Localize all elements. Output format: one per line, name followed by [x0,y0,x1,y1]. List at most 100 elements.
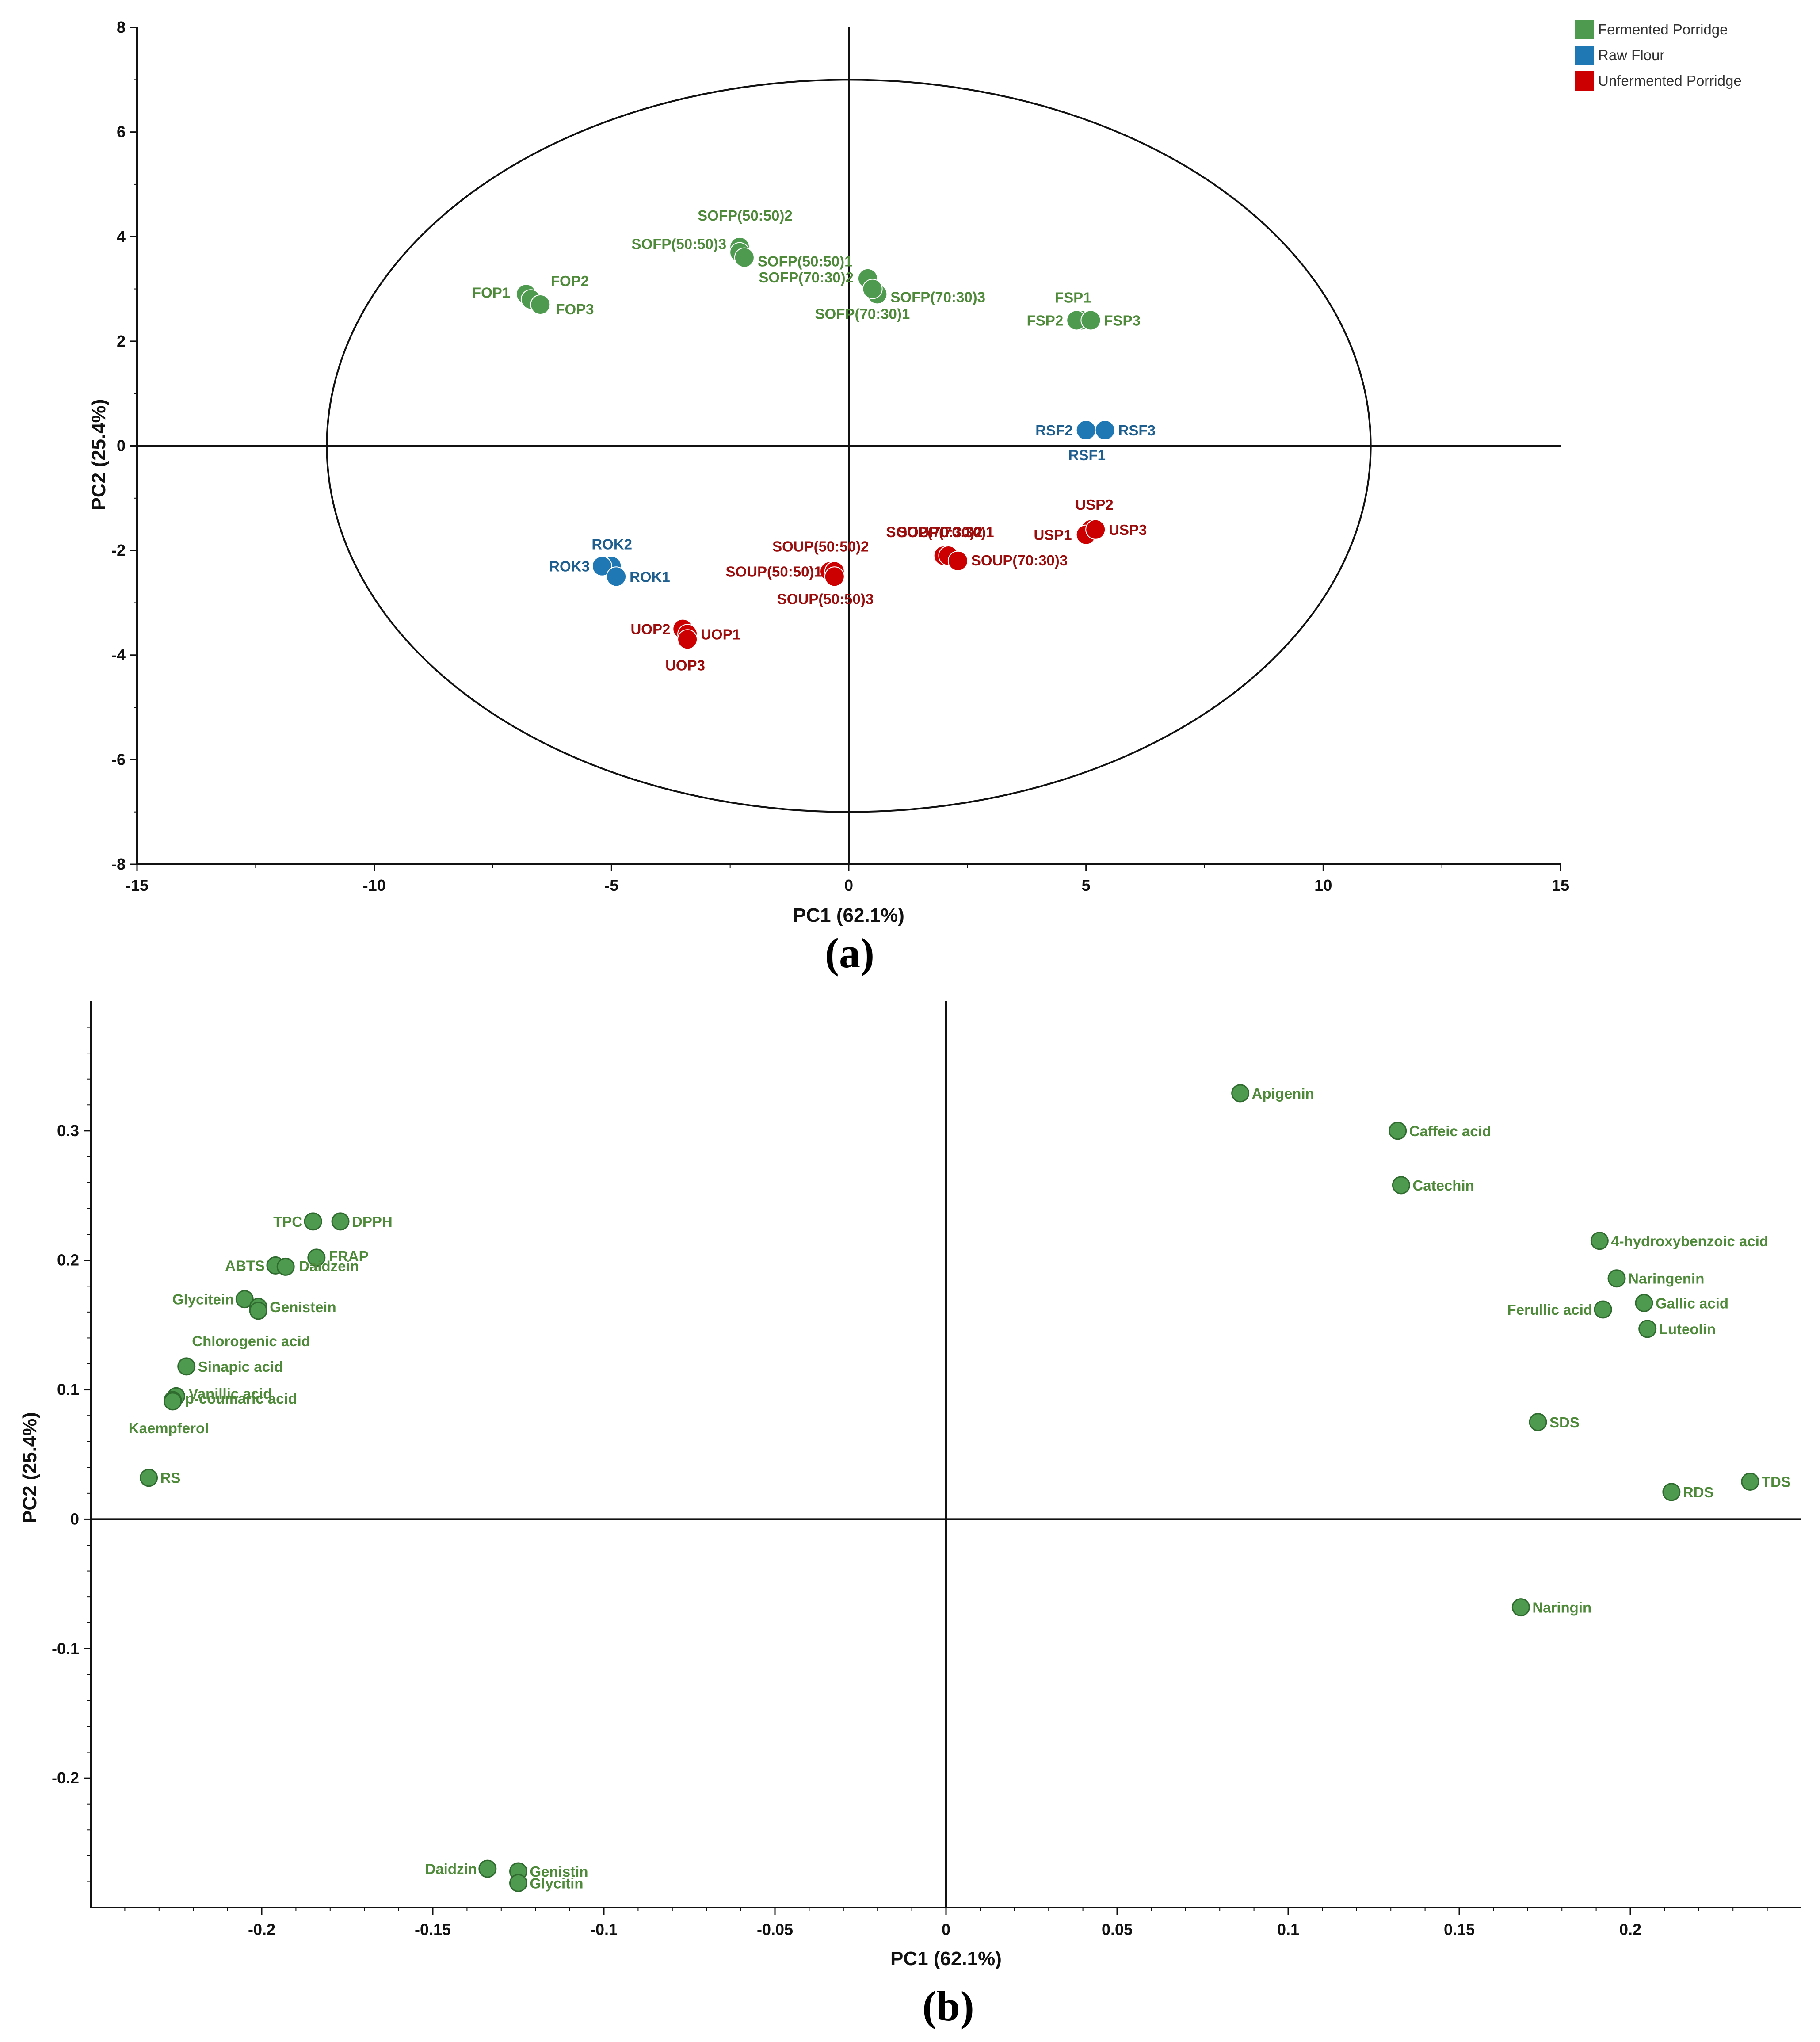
score-point-fop3 [530,294,551,315]
score-point-label-sofp-70-30-1: SOFP(70:30)1 [815,306,910,322]
x-tick-label: -0.1 [590,1920,618,1939]
score-point-label-fsp2: FSP2 [1027,313,1064,329]
score-point-label-sofp-70-30-3: SOFP(70:30)3 [890,289,985,305]
y-tick-label: 6 [117,123,126,141]
score-point-label-soup-70-30-3: SOUP(70:30)3 [971,552,1068,569]
score-point-label-fsp1: FSP1 [1055,290,1091,306]
score-point-sofp-70-30-1 [862,279,883,299]
loading-point-glycitin [509,1874,527,1892]
loading-point-label-genistin: Genistin [530,1863,588,1880]
loading-point-4-hydroxybenzoic-acid [1590,1232,1609,1250]
y-tick-label: -2 [111,541,126,559]
loading-point-frap [307,1248,326,1267]
x-tick-label: -5 [604,876,618,894]
score-point-label-sofp-50-50-1: SOFP(50:50)1 [758,253,853,270]
legend-label-unfermented-porridge: Unfermented Porridge [1598,73,1742,89]
loading-point-naringenin [1607,1269,1626,1288]
legend-label-fermented-porridge: Fermented Porridge [1598,21,1728,38]
score-point-label-uop2: UOP2 [630,621,670,637]
x-tick-label: 15 [1552,876,1569,894]
x-tick-label: -0.05 [757,1920,793,1939]
score-point-soup-50-50-3 [824,566,845,587]
x-tick-label: 0 [844,876,853,894]
score-point-sofp-50-50-1 [734,247,755,268]
loading-point-label-gallic-acid: Gallic acid [1656,1295,1728,1311]
y-tick-label: 0 [70,1510,79,1528]
loading-point-label-catechin: Catechin [1412,1177,1474,1194]
loading-point-caffeic-acid [1389,1122,1407,1140]
loading-plot-y-axis-title: PC2 (25.4%) [19,1412,41,1523]
loading-point-sds [1529,1413,1547,1431]
loading-point-label-dpph: DPPH [352,1214,393,1230]
score-point-label-sofp-50-50-2: SOFP(50:50)2 [698,207,793,224]
y-tick-label: -8 [111,855,126,873]
y-tick-label: 4 [117,227,126,245]
score-point-label-fop2: FOP2 [551,273,589,289]
score-plot-point-labels: FOP1 FOP2 FOP3 SOFP(50:50)2 SOFP(50:50)3 SOFP… [472,207,1156,673]
loading-point-label-daidzin: Daidzin [425,1861,477,1877]
loading-point-label-abts: ABTS [225,1257,265,1274]
loading-point-label-rs: RS [160,1470,181,1486]
loading-point-label-frap: FRAP [329,1248,369,1264]
score-point-label-rok3: ROK3 [549,558,590,575]
loading-point-label-chlorogenic-acid: Chlorogenic acid [192,1333,310,1349]
y-tick-label: -0.2 [52,1769,79,1787]
loading-point-daidzein [276,1257,295,1276]
x-tick-label: 10 [1314,876,1332,894]
legend-swatch-raw-flour [1575,46,1594,65]
x-tick-label: -10 [363,876,386,894]
score-point-label-rsf2: RSF2 [1035,422,1072,439]
score-plot-ticks: -15 -10 -5 0 5 10 15 -8 -6 -4 -2 0 2 4 6 8 [111,18,1569,894]
x-tick-label: 0.2 [1619,1920,1641,1939]
score-point-rok3 [591,556,612,576]
score-plot-x-axis-title: PC1 (62.1%) [793,905,904,926]
score-plot-legend: Fermented Porridge Raw Flour Unfermented P… [1575,20,1742,91]
score-point-rsf2 [1076,420,1096,441]
loading-point-label-genistein: Genistein [270,1299,336,1315]
score-point-label-rsf3: RSF3 [1118,422,1156,439]
score-point-uop3 [677,629,698,650]
x-tick-label: -0.15 [415,1920,451,1939]
loading-point-label-glycitein: Glycitein [172,1291,234,1308]
loading-point-naringin [1511,1598,1530,1617]
x-tick-label: 0.1 [1277,1920,1299,1939]
loading-point-label-naringin: Naringin [1532,1599,1591,1616]
y-tick-label: 8 [117,18,126,36]
score-point-rok1 [606,566,627,587]
y-tick-label: -4 [111,646,126,664]
legend-label-raw-flour: Raw Flour [1598,47,1664,63]
loading-point-label-vanillic-acid: Vanillic acid [189,1386,272,1402]
x-tick-label: 0 [942,1920,950,1939]
x-tick-label: 0.15 [1444,1920,1475,1939]
score-point-label-usp3: USP3 [1109,522,1147,538]
y-tick-label: 0.2 [57,1251,79,1269]
score-plot-panel: -15 -10 -5 0 5 10 15 -8 -6 -4 -2 0 2 4 6 8 FOP1 FOP2 FOP3… [88,18,1742,977]
loading-point-tds [1741,1473,1759,1491]
loading-point-label-rds: RDS [1683,1484,1714,1500]
loading-plot-panel: -0.2 -0.15 -0.1 -0.05 0 0.05 0.1 0.15 0.2 -0.2 -0.… [19,1001,1801,2030]
legend-swatch-fermented-porridge [1575,20,1594,39]
panel-label-b: (b) [922,1982,974,2030]
loading-point-label-sinapic-acid: Sinapic acid [198,1359,283,1375]
loading-point-label-sds: SDS [1549,1414,1580,1431]
y-tick-label: -6 [111,750,126,768]
loading-point-glycitein [235,1290,254,1309]
score-point-label-soup-50-50-1: SOUP(50:50)1 [726,563,822,580]
y-tick-label: 0.3 [57,1122,79,1140]
score-point-label-soup-70-30-2: SOUP(70:30)2 [886,524,983,540]
score-plot-y-axis-title: PC2 (25.4%) [88,399,110,511]
loading-point-ferullic-acid [1594,1300,1612,1319]
loading-point-label-ferullic-acid: Ferullic acid [1507,1302,1593,1318]
y-tick-label: 2 [117,332,126,350]
loading-point-tpc [304,1212,322,1231]
loading-point-gallic-acid [1635,1294,1653,1312]
legend-swatch-unfermented-porridge [1575,71,1594,91]
loading-point-label-tds: TDS [1762,1474,1791,1490]
loading-point-dpph [331,1212,350,1231]
score-point-label-fop1: FOP1 [472,284,510,301]
y-tick-label: 0.1 [57,1381,79,1399]
score-point-label-uop3: UOP3 [665,657,705,673]
loading-plot-point-labels: Apigenin Caffeic acid Catechin 4-hydroxyben… [129,1085,1791,1891]
